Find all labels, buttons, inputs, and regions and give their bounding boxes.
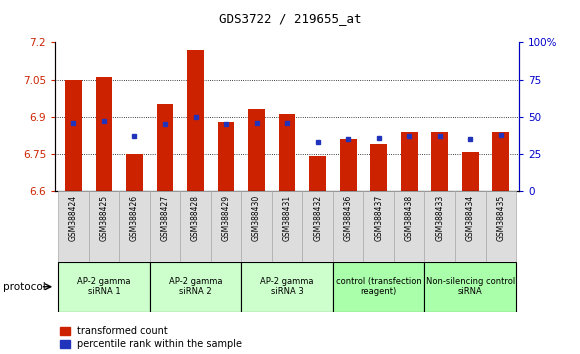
Bar (241, 191, 272, 262)
Bar (119, 191, 150, 262)
Text: AP-2 gamma
siRNA 2: AP-2 gamma siRNA 2 (169, 277, 222, 296)
Bar (309, 156, 326, 191)
Bar (485, 191, 516, 262)
Text: protocol: protocol (3, 282, 46, 292)
Bar (241, 262, 333, 312)
Bar (58, 262, 150, 312)
Text: GSM388431: GSM388431 (282, 195, 292, 241)
Text: GSM388425: GSM388425 (99, 195, 108, 241)
Bar (211, 191, 241, 262)
Bar (58, 191, 89, 262)
Bar (340, 139, 357, 191)
Bar (425, 191, 455, 262)
Bar (333, 191, 364, 262)
Text: GSM388435: GSM388435 (496, 195, 505, 241)
Bar (302, 191, 333, 262)
Bar (150, 262, 241, 312)
Text: GSM388429: GSM388429 (222, 195, 230, 241)
Text: GSM388430: GSM388430 (252, 195, 261, 241)
Bar (364, 191, 394, 262)
Text: GSM388436: GSM388436 (344, 195, 353, 241)
Bar (333, 262, 425, 312)
Bar (492, 132, 509, 191)
Bar (248, 109, 265, 191)
Text: GSM388434: GSM388434 (466, 195, 475, 241)
Bar (65, 80, 82, 191)
Bar (432, 132, 448, 191)
Text: Non-silencing control
siRNA: Non-silencing control siRNA (426, 277, 515, 296)
Bar (89, 191, 119, 262)
Text: GSM388432: GSM388432 (313, 195, 322, 241)
Bar (401, 132, 418, 191)
Bar (272, 191, 302, 262)
Bar (150, 191, 180, 262)
Bar (370, 144, 387, 191)
Bar (394, 191, 425, 262)
Text: GSM388427: GSM388427 (161, 195, 169, 241)
Bar (157, 104, 173, 191)
Text: AP-2 gamma
siRNA 3: AP-2 gamma siRNA 3 (260, 277, 314, 296)
Bar (279, 114, 295, 191)
Text: GSM388428: GSM388428 (191, 195, 200, 241)
Text: AP-2 gamma
siRNA 1: AP-2 gamma siRNA 1 (77, 277, 130, 296)
Bar (126, 154, 143, 191)
Text: GSM388424: GSM388424 (69, 195, 78, 241)
Bar (218, 122, 234, 191)
Bar (425, 262, 516, 312)
Legend: transformed count, percentile rank within the sample: transformed count, percentile rank withi… (60, 326, 242, 349)
Bar (455, 191, 485, 262)
Text: GSM388438: GSM388438 (405, 195, 414, 241)
Text: GDS3722 / 219655_at: GDS3722 / 219655_at (219, 12, 361, 25)
Text: GSM388426: GSM388426 (130, 195, 139, 241)
Text: control (transfection
reagent): control (transfection reagent) (336, 277, 422, 296)
Text: GSM388433: GSM388433 (435, 195, 444, 241)
Bar (96, 77, 113, 191)
Bar (462, 152, 478, 191)
Bar (180, 191, 211, 262)
Text: GSM388437: GSM388437 (374, 195, 383, 241)
Bar (187, 50, 204, 191)
